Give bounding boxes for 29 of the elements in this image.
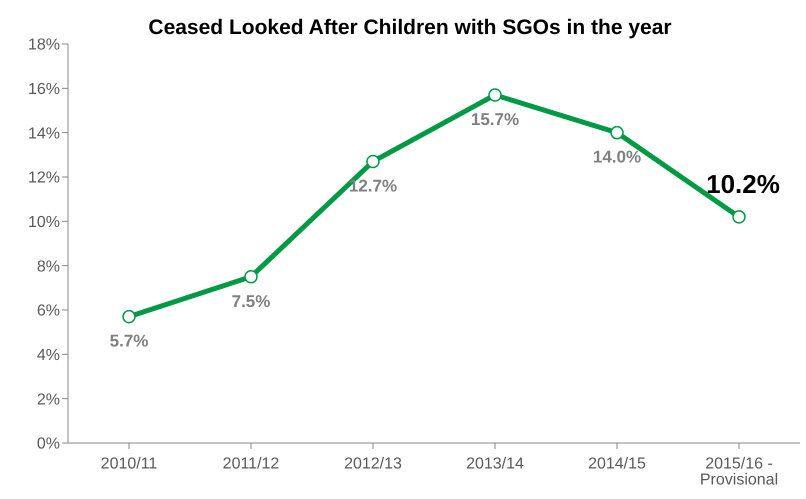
point <box>122 310 136 324</box>
y-tick-label: 4% <box>36 347 60 364</box>
y-tick-label: 18% <box>28 36 60 54</box>
text: 10.2% <box>706 168 780 199</box>
x-tick-label: 2013/14 <box>466 455 524 472</box>
y-tick-label: 8% <box>36 258 60 276</box>
y-tick-label: 10% <box>28 214 60 232</box>
y-tick-label: 12% <box>28 170 60 187</box>
point <box>488 88 502 102</box>
text: 5.7% <box>110 332 148 351</box>
y-tick-label: 0% <box>36 436 60 453</box>
x-tick-label: 2015/16 - Provisional <box>700 455 778 488</box>
x-tick-label: 2011/12 <box>222 455 280 472</box>
y-tick-label: 6% <box>36 302 60 320</box>
text: 15.7% <box>470 110 520 129</box>
y-tick-label: 2% <box>36 391 60 408</box>
text: 7.5% <box>232 292 270 311</box>
point <box>732 210 746 224</box>
point <box>366 154 380 168</box>
chart-title: Ceased Looked After Children with SGOs in the year <box>147 15 673 41</box>
point <box>610 126 624 140</box>
x-tick-label: 2010/11 <box>100 455 158 472</box>
point <box>244 270 258 284</box>
x-tick-label: 2014/15 <box>588 455 646 472</box>
x-tick-label: 2012/13 <box>344 455 402 472</box>
y-tick-label: 16% <box>28 81 60 98</box>
y-tick-label: 14% <box>28 125 60 142</box>
text: 12.7% <box>348 176 398 196</box>
text: 14.0% <box>592 148 642 167</box>
